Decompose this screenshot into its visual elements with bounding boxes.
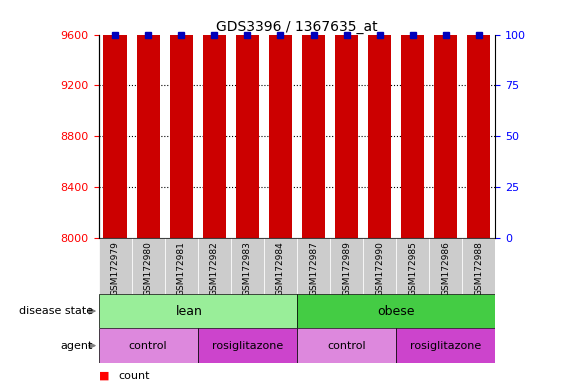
Text: control: control: [327, 341, 366, 351]
Bar: [430, 238, 462, 294]
Bar: [467, 0, 490, 238]
Bar: [297, 328, 396, 363]
Bar: [198, 328, 297, 363]
Bar: [164, 238, 198, 294]
Text: control: control: [129, 341, 167, 351]
Bar: [335, 0, 358, 238]
Text: GSM172983: GSM172983: [243, 241, 252, 296]
Bar: [401, 0, 425, 238]
Bar: [462, 238, 495, 294]
Text: rosiglitazone: rosiglitazone: [212, 341, 283, 351]
Bar: [231, 238, 264, 294]
Text: rosiglitazone: rosiglitazone: [410, 341, 481, 351]
Bar: [198, 238, 231, 294]
Text: GSM172990: GSM172990: [375, 241, 384, 296]
Bar: [132, 238, 165, 294]
Bar: [264, 238, 297, 294]
Bar: [104, 0, 127, 238]
Text: GSM172981: GSM172981: [177, 241, 186, 296]
Bar: [396, 238, 429, 294]
Bar: [203, 0, 226, 238]
Bar: [297, 294, 495, 328]
Text: count: count: [118, 371, 150, 381]
Bar: [99, 238, 132, 294]
Text: obese: obese: [377, 305, 415, 318]
Bar: [269, 0, 292, 238]
Bar: [169, 0, 193, 238]
Text: agent: agent: [60, 341, 93, 351]
Bar: [330, 238, 363, 294]
Text: GSM172987: GSM172987: [309, 241, 318, 296]
Text: GSM172980: GSM172980: [144, 241, 153, 296]
Text: GSM172982: GSM172982: [210, 241, 219, 296]
Bar: [363, 238, 396, 294]
Title: GDS3396 / 1367635_at: GDS3396 / 1367635_at: [216, 20, 378, 33]
Bar: [236, 0, 259, 238]
Bar: [368, 0, 391, 238]
Bar: [99, 294, 297, 328]
Text: GSM172988: GSM172988: [475, 241, 484, 296]
Text: ■: ■: [99, 371, 109, 381]
Bar: [302, 0, 325, 238]
Bar: [99, 328, 198, 363]
Text: GSM172989: GSM172989: [342, 241, 351, 296]
Text: disease state: disease state: [19, 306, 93, 316]
Bar: [396, 328, 495, 363]
Bar: [137, 0, 160, 238]
Text: GSM172979: GSM172979: [110, 241, 119, 296]
Text: GSM172985: GSM172985: [408, 241, 417, 296]
Bar: [297, 238, 330, 294]
Bar: [434, 0, 457, 238]
Text: GSM172986: GSM172986: [441, 241, 450, 296]
Text: lean: lean: [176, 305, 203, 318]
Text: GSM172984: GSM172984: [276, 241, 285, 296]
